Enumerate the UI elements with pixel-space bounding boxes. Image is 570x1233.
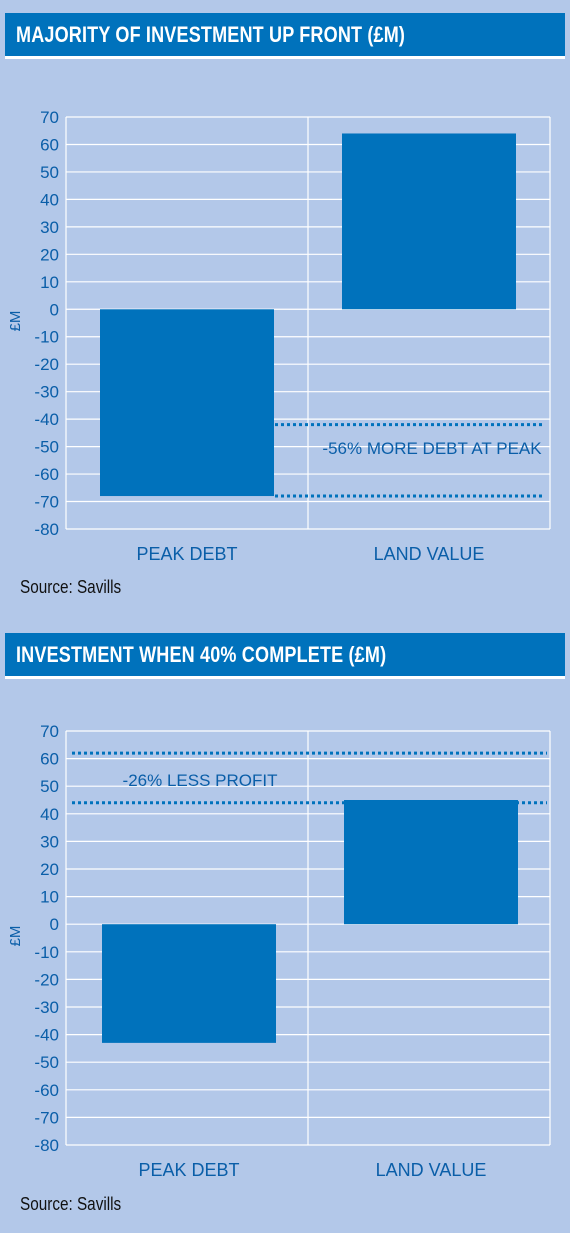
y-tick-label: 30	[40, 218, 59, 237]
y-tick-label: 0	[50, 915, 59, 934]
y-tick-label: 60	[40, 135, 59, 154]
chart-source: Source: Savills	[20, 1194, 122, 1214]
x-category-label: LAND VALUE	[374, 544, 485, 564]
y-tick-label: -60	[34, 465, 59, 484]
chart-header: INVESTMENT WHEN 40% COMPLETE (£M)	[5, 633, 565, 679]
chart-panel-investment-40-percent: INVESTMENT WHEN 40% COMPLETE (£M) 70 60 50…	[0, 633, 570, 1233]
y-tick-label: 40	[40, 190, 59, 209]
chart-title: INVESTMENT WHEN 40% COMPLETE (£M)	[16, 642, 387, 667]
bar-chart: 70 60 50 40 30 20 10 0 -10 -20 -30 -40 -50 -60 -70 -80 £…	[7, 108, 551, 564]
y-tick-label: 20	[40, 860, 59, 879]
x-category-label: LAND VALUE	[376, 1160, 487, 1180]
y-tick-label: -80	[34, 1136, 59, 1155]
annotation-label: -56% MORE DEBT AT PEAK	[322, 439, 542, 458]
bar-peak-debt	[100, 309, 274, 497]
y-tick-label: -20	[34, 355, 59, 374]
y-tick-label: 60	[40, 750, 59, 769]
y-tick-label: -70	[34, 1108, 59, 1127]
bar-peak-debt	[102, 924, 276, 1043]
y-tick-label: 70	[40, 108, 59, 127]
y-tick-label: -50	[34, 438, 59, 457]
annotation-label: -26% LESS PROFIT	[123, 771, 278, 790]
bar-chart: 70 60 50 40 30 20 10 0 -10 -20 -30 -40 -50 -60 -70 -80 £…	[7, 722, 551, 1180]
y-tick-label: 10	[40, 273, 59, 292]
bar-land-value	[342, 133, 516, 310]
chart-panel-investment-up-front: MAJORITY OF INVESTMENT UP FRONT (£M) 70 6…	[0, 13, 570, 613]
y-tick-label: -80	[34, 520, 59, 539]
y-tick-label: 0	[50, 300, 59, 319]
y-tick-label: 20	[40, 245, 59, 264]
y-tick-label: 10	[40, 888, 59, 907]
y-tick-label: -10	[34, 943, 59, 962]
y-tick-label: -60	[34, 1081, 59, 1100]
y-tick-label: 50	[40, 777, 59, 796]
y-tick-label: -20	[34, 970, 59, 989]
x-category-label: PEAK DEBT	[136, 544, 237, 564]
y-tick-label: -40	[34, 410, 59, 429]
y-tick-label: 70	[40, 722, 59, 741]
chart-source: Source: Savills	[20, 577, 122, 597]
y-tick-label: -50	[34, 1053, 59, 1072]
y-tick-label: -30	[34, 998, 59, 1017]
y-axis-label: £M	[7, 311, 24, 332]
y-tick-label: -70	[34, 493, 59, 512]
y-tick-label: 50	[40, 163, 59, 182]
y-tick-label: 40	[40, 805, 59, 824]
bar-land-value	[344, 800, 518, 925]
y-tick-label: -40	[34, 1026, 59, 1045]
chart-title: MAJORITY OF INVESTMENT UP FRONT (£M)	[16, 22, 406, 47]
y-tick-label: -30	[34, 383, 59, 402]
y-axis-label: £M	[7, 926, 24, 947]
chart-header: MAJORITY OF INVESTMENT UP FRONT (£M)	[5, 13, 565, 59]
x-category-label: PEAK DEBT	[138, 1160, 239, 1180]
y-tick-label: -10	[34, 328, 59, 347]
y-tick-label: 30	[40, 832, 59, 851]
